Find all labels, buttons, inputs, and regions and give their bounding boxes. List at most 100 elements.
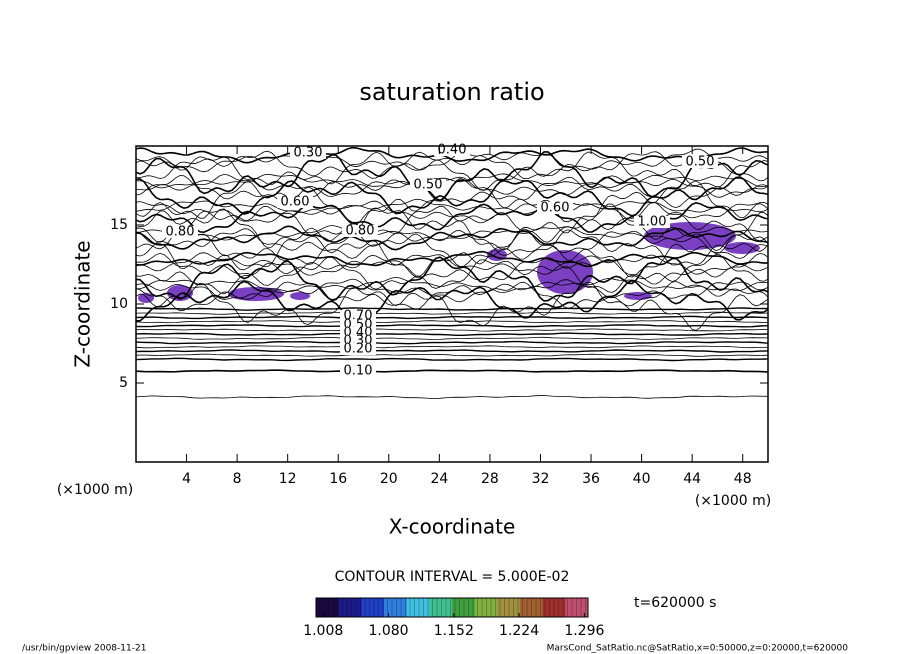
x-tick-label: 40 xyxy=(633,471,651,487)
contour-line xyxy=(135,324,769,328)
y-tick-label: 10 xyxy=(110,296,128,312)
colorbar-swatch xyxy=(452,598,476,617)
contour-line xyxy=(135,176,769,217)
colorbar-swatch xyxy=(406,598,430,617)
x-tick-label: 36 xyxy=(582,471,600,487)
colorbar-tick-label: 1.224 xyxy=(499,623,539,639)
footer-left: /usr/bin/gpview 2008-11-21 xyxy=(22,644,146,654)
contour-line xyxy=(135,150,769,182)
contour-label: 0.10 xyxy=(344,364,373,379)
contour-line xyxy=(135,332,769,336)
contour-label-bg xyxy=(162,226,198,238)
contour-label: 0.30 xyxy=(294,146,323,161)
y-tick-label: 15 xyxy=(110,217,128,233)
contour-line xyxy=(135,250,769,268)
contour-line xyxy=(136,252,769,286)
y-tick-label: 5 xyxy=(119,375,128,391)
contour-line xyxy=(135,311,769,315)
contour-line xyxy=(135,201,769,243)
x-unit: (×1000 m) xyxy=(695,493,771,509)
contour-line xyxy=(135,349,769,353)
plot-area: 0.30 0.400.500.500.60 0.600.800.801.000.70… xyxy=(135,143,769,399)
x-tick-label: 4 xyxy=(182,471,191,487)
contour-line xyxy=(135,228,769,259)
contour-label: 0.60 xyxy=(541,201,570,216)
contour-label-bg xyxy=(340,365,376,377)
contour-line xyxy=(135,148,769,173)
contour-label-bg xyxy=(340,343,376,355)
contour-line xyxy=(136,225,769,241)
contour-label: 1.00 xyxy=(638,215,667,230)
contour-line xyxy=(135,340,769,345)
contour-label-bg xyxy=(537,202,573,214)
colorbar-swatch xyxy=(429,598,453,617)
contour-label: 0.80 xyxy=(346,224,375,239)
contour-line xyxy=(135,229,769,268)
colorbar-tick-label: 1.080 xyxy=(368,623,408,639)
colorbar-frame xyxy=(315,597,589,618)
contour-line xyxy=(135,252,769,276)
contour-line xyxy=(135,320,769,324)
x-tick-label: 44 xyxy=(683,471,701,487)
contour-line xyxy=(135,336,769,340)
contour-line xyxy=(135,276,769,293)
y-axis-label: Z-coordinate xyxy=(71,240,95,367)
colorbar-swatch xyxy=(565,598,589,617)
x-tick-label: 48 xyxy=(734,471,752,487)
contour-line xyxy=(136,173,769,198)
contour-line xyxy=(135,357,769,362)
contour-line xyxy=(135,198,769,215)
contour-line xyxy=(135,369,769,373)
colorbar-tick-label: 1.008 xyxy=(303,623,343,639)
contour-line xyxy=(135,307,769,311)
colorbar-tick-label: 1.152 xyxy=(434,623,474,639)
colorbar-swatch xyxy=(384,598,408,617)
shaded-region xyxy=(290,292,310,300)
contour-label-bg xyxy=(290,147,326,159)
contour-label: 0.50 xyxy=(414,178,443,193)
contour-line xyxy=(136,279,769,322)
contour-label-bg xyxy=(342,225,378,237)
contour-line xyxy=(135,281,769,331)
x-tick-label: 32 xyxy=(532,471,550,487)
contour-line xyxy=(135,315,769,320)
footer-right: MarsCond_SatRatio.nc@SatRatio,x=0:50000,… xyxy=(547,644,849,654)
y-unit: (×1000 m) xyxy=(57,482,133,498)
contour-label-bg xyxy=(277,196,313,208)
x-tick-label: 12 xyxy=(279,471,297,487)
x-tick-label: 28 xyxy=(481,471,499,487)
contour-label: 0.20 xyxy=(344,342,373,357)
contour-label-bg xyxy=(410,179,446,191)
chart-title: saturation ratio xyxy=(359,78,544,106)
contour-label: 0.50 xyxy=(686,155,715,170)
contour-label-bg xyxy=(634,216,670,228)
contour-label-bg xyxy=(682,156,718,168)
x-tick-label: 16 xyxy=(329,471,347,487)
contour-line xyxy=(135,328,769,332)
contour-label: 0.40 xyxy=(438,143,467,158)
colorbar-tick-label: 1.296 xyxy=(564,623,604,639)
contour-line xyxy=(135,353,769,357)
x-tick-label: 8 xyxy=(233,471,242,487)
contour-line xyxy=(135,256,769,302)
contour-label-bg xyxy=(434,144,470,156)
colorbar-swatch xyxy=(316,598,340,617)
colorbar-swatch xyxy=(338,598,362,617)
contour-line xyxy=(136,173,769,189)
contour-label: 0.60 xyxy=(281,195,310,210)
contour-line xyxy=(135,225,769,251)
x-axis-label: X-coordinate xyxy=(389,515,516,539)
x-tick-label: 20 xyxy=(380,471,398,487)
contour-interval: CONTOUR INTERVAL = 5.000E-02 xyxy=(335,569,570,585)
time-label: t=620000 s xyxy=(634,595,716,611)
contour-label: 0.80 xyxy=(166,225,195,240)
contour-line xyxy=(135,151,769,191)
contour-line xyxy=(135,177,769,226)
contour-line xyxy=(135,175,769,209)
contour-line xyxy=(135,203,769,252)
contour-line xyxy=(135,395,769,399)
shaded-region xyxy=(724,242,760,254)
x-tick-label: 24 xyxy=(430,471,448,487)
contour-line xyxy=(135,345,768,349)
